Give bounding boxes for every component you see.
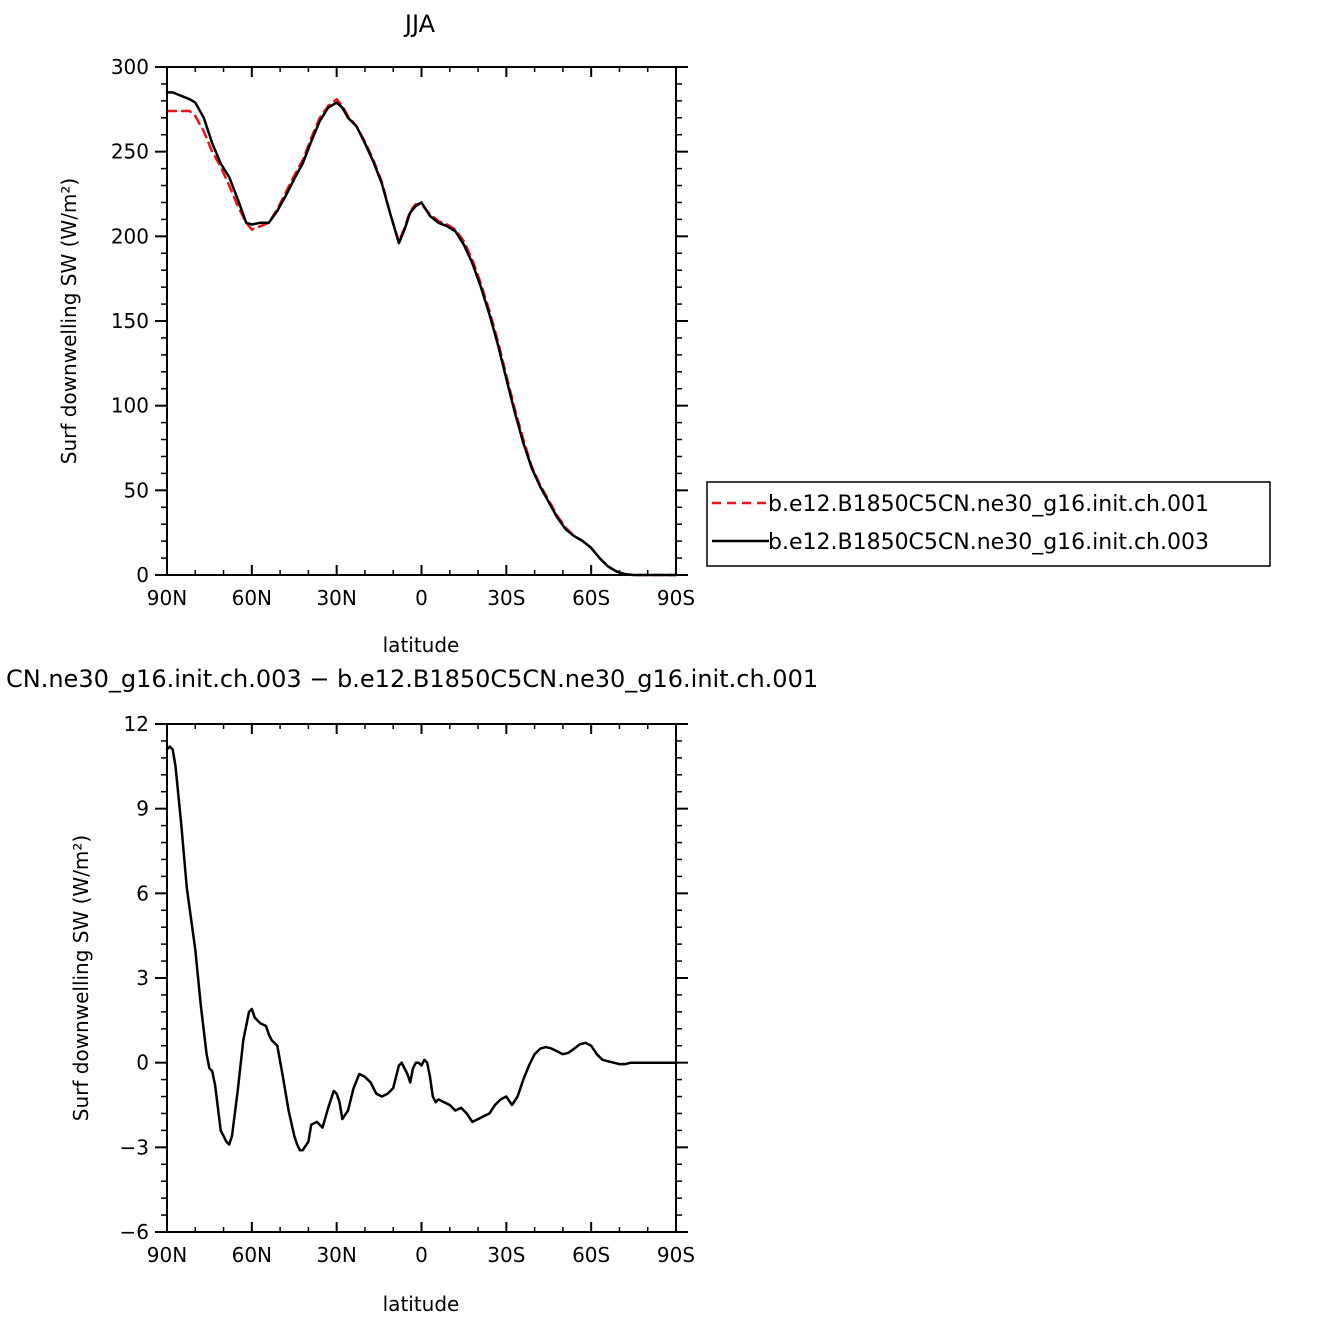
y-tick-label: 50: [124, 478, 149, 502]
series-line-1: [165, 91, 678, 577]
bottom-tick-labels: 90N 60N 30N 0 30S 60S 90S −6 −3 0 3 6 9 12: [120, 712, 696, 1267]
x-axis-label: latitude: [383, 1292, 460, 1316]
x-tick-label: 90S: [657, 1243, 695, 1267]
y-tick-label: 300: [111, 55, 149, 79]
legend-box: [706, 481, 1271, 567]
y-tick-label: −3: [120, 1135, 149, 1159]
y-tick-label: 0: [136, 563, 149, 587]
legend-entry-series-001: b.e12.B1850C5CN.ne30_g16.init.ch.001: [768, 492, 1209, 517]
y-tick-label: 0: [136, 1051, 149, 1075]
x-tick-label: 90N: [147, 1243, 187, 1267]
top-plot-frame: [166, 66, 677, 576]
x-tick-label: 60N: [232, 586, 272, 610]
x-tick-label: 0: [415, 586, 428, 610]
x-axis-label: latitude: [383, 633, 460, 657]
y-tick-label: 3: [136, 966, 149, 990]
bottom-plot-frame: [166, 723, 677, 1233]
bottom-series-lines: [165, 745, 678, 1152]
y-axis-label: Surf downwelling SW (W/m²): [69, 835, 93, 1121]
y-axis-label: Surf downwelling SW (W/m²): [57, 178, 81, 464]
x-tick-label: 30S: [487, 1243, 525, 1267]
chart-title: JJA: [403, 10, 436, 38]
y-tick-label: 250: [111, 140, 149, 164]
y-tick-label: 12: [124, 712, 149, 736]
x-tick-label: 90N: [147, 586, 187, 610]
top-line-chart: JJA 90N 60N 30N 0 30S 60S 90S 0 50 100 150 200 250 30…: [57, 10, 695, 657]
legend-entry-series-003: b.e12.B1850C5CN.ne30_g16.init.ch.003: [768, 530, 1209, 555]
x-tick-label: 90S: [657, 586, 695, 610]
difference-chart-title: CN.ne30_g16.init.ch.003 − b.e12.B1850C5C…: [6, 665, 818, 693]
x-tick-label: 30N: [316, 586, 356, 610]
x-tick-label: 60S: [572, 1243, 610, 1267]
y-tick-label: 9: [136, 797, 149, 821]
top-tick-labels: 90N 60N 30N 0 30S 60S 90S 0 50 100 150 200 250 300: [111, 55, 695, 610]
y-tick-label: 150: [111, 309, 149, 333]
x-tick-label: 0: [415, 1243, 428, 1267]
y-tick-label: 200: [111, 224, 149, 248]
x-tick-label: 60N: [232, 1243, 272, 1267]
top-series-lines: [165, 91, 678, 577]
bottom-difference-chart: CN.ne30_g16.init.ch.003 − b.e12.B1850C5C…: [6, 665, 818, 1316]
y-tick-label: −6: [120, 1220, 149, 1244]
x-tick-label: 30S: [487, 586, 525, 610]
y-tick-label: 6: [136, 881, 149, 905]
series-line-0: [165, 745, 678, 1152]
legend: b.e12.B1850C5CN.ne30_g16.init.ch.001 b.e…: [706, 481, 1271, 567]
x-tick-label: 30N: [316, 1243, 356, 1267]
x-tick-label: 60S: [572, 586, 610, 610]
y-tick-label: 100: [111, 394, 149, 418]
